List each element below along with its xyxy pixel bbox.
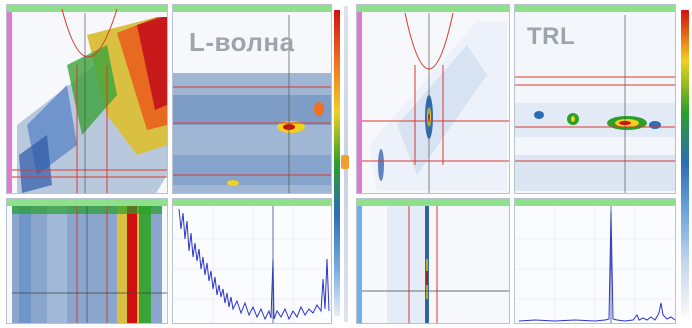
- a-scan-trace: [178, 208, 330, 321]
- pane-header: [173, 199, 331, 206]
- gain-marker[interactable]: [341, 155, 349, 169]
- right-panel: TRL: [350, 0, 692, 328]
- axis-strip: [357, 12, 362, 193]
- pane-header: [7, 199, 167, 206]
- c-scan-image: [357, 199, 509, 323]
- c-scan-image: [7, 199, 167, 323]
- pane-header: [173, 5, 331, 12]
- pane-header: [515, 199, 675, 206]
- c-scan-view[interactable]: [356, 198, 510, 324]
- a-scan-view[interactable]: [514, 198, 676, 324]
- b-scan-view[interactable]: L-волна: [172, 4, 332, 194]
- axis-strip: [7, 12, 12, 193]
- b-scan-image: [515, 5, 675, 193]
- pane-header: [7, 5, 167, 12]
- pane-header: [357, 199, 509, 206]
- panel-title: L-волна: [189, 27, 295, 57]
- axis-strip: [357, 206, 362, 323]
- right-colorbar: [681, 10, 689, 316]
- sector-scan-image: [7, 5, 167, 193]
- a-scan-image: [173, 199, 331, 323]
- a-scan-trace: [518, 210, 675, 322]
- left-panel: L-волна: [0, 0, 342, 328]
- panel-title: TRL: [527, 23, 576, 50]
- a-scan-image: [515, 199, 675, 323]
- pane-header: [357, 5, 509, 12]
- c-scan-view[interactable]: [6, 198, 168, 324]
- b-scan-view[interactable]: TRL: [514, 4, 676, 194]
- left-colorbar: [334, 10, 342, 316]
- sector-scan-image: [357, 5, 509, 193]
- sector-scan-view[interactable]: [356, 4, 510, 194]
- a-scan-view[interactable]: [172, 198, 332, 324]
- b-scan-image: [173, 5, 331, 193]
- pane-header: [515, 5, 675, 12]
- panel-divider: [340, 0, 350, 328]
- sector-scan-view[interactable]: [6, 4, 168, 194]
